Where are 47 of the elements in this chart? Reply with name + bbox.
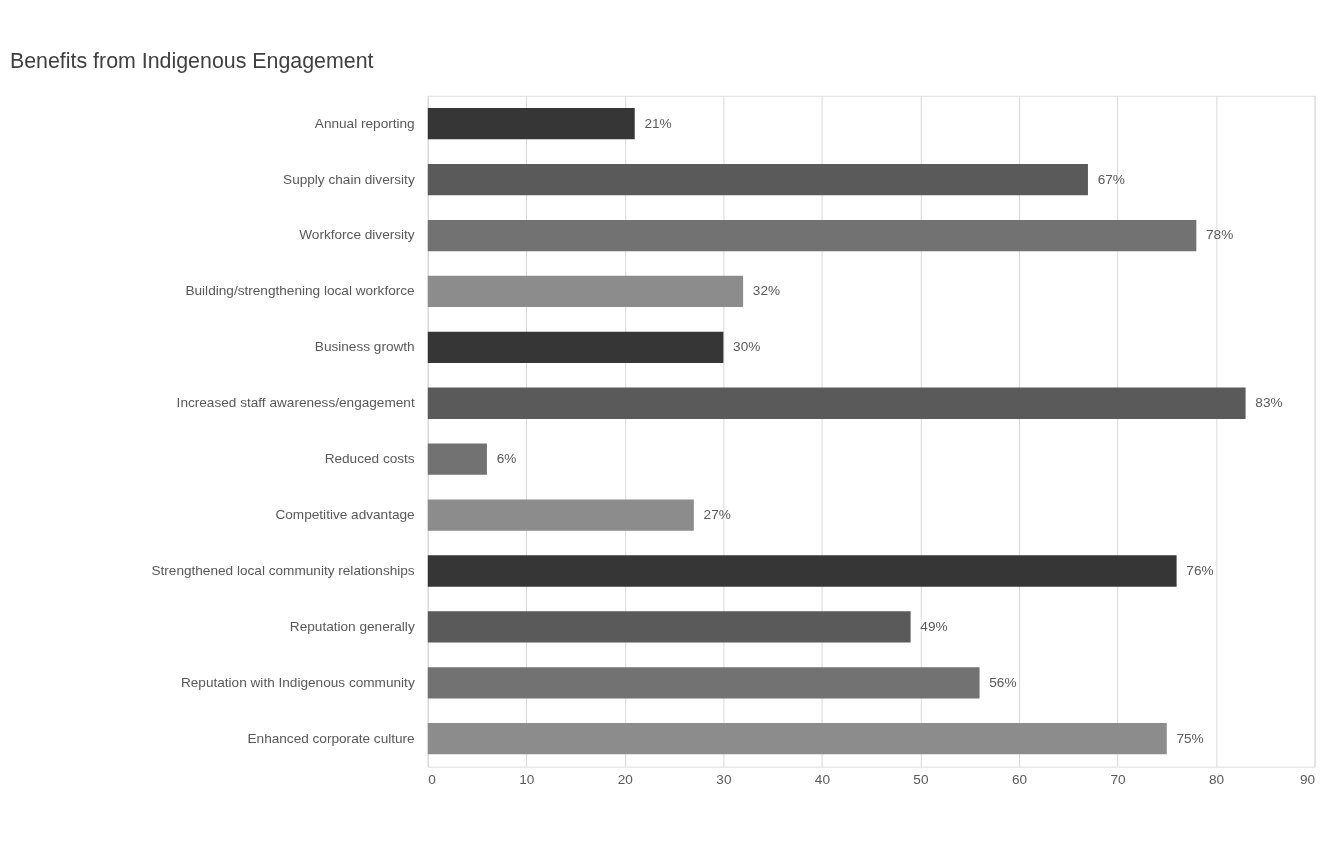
bar <box>427 667 980 699</box>
y-tick-label: Workforce diversity <box>299 227 415 243</box>
y-tick-label: Supply chain diversity <box>283 171 415 187</box>
data-label: 78% <box>1206 227 1234 243</box>
x-tick-label: 10 <box>519 771 535 787</box>
data-label: 83% <box>1255 395 1283 411</box>
y-tick-label: Reputation generally <box>289 618 415 634</box>
bar <box>427 219 1197 252</box>
bar <box>427 555 1177 587</box>
data-label: 67% <box>1097 171 1125 187</box>
y-tick-label: Business growth <box>314 339 415 355</box>
bar <box>427 387 1246 419</box>
bar <box>427 499 694 531</box>
bar <box>427 275 744 308</box>
data-label: 6% <box>496 451 517 467</box>
data-label: 75% <box>1176 730 1204 746</box>
x-tick-label: 0 <box>428 771 437 787</box>
x-tick-label: 50 <box>913 771 929 787</box>
y-tick-label: Increased staff awareness/engagement <box>176 395 415 411</box>
x-tick-label: 60 <box>1011 771 1028 787</box>
bar <box>427 108 635 140</box>
x-tick-label: 40 <box>814 771 831 787</box>
y-tick-label: Reduced costs <box>324 451 415 467</box>
x-tick-label: 80 <box>1208 771 1225 787</box>
bar <box>427 443 487 475</box>
y-tick-label: Annual reporting <box>314 115 415 131</box>
data-label: 21% <box>644 115 672 131</box>
text: Benefits from Indigenous Engagement <box>9 48 374 73</box>
data-label: 76% <box>1186 562 1214 578</box>
data-label: 49% <box>920 618 948 634</box>
x-tick-label: 20 <box>617 771 634 787</box>
y-tick-label: Enhanced corporate culture <box>247 730 415 746</box>
bar <box>427 611 911 643</box>
bar <box>427 331 724 363</box>
data-label: 32% <box>752 283 781 299</box>
bar <box>427 163 1088 196</box>
x-tick-label: 30 <box>716 771 732 787</box>
y-tick-label: Competitive advantage <box>275 506 415 522</box>
data-label: 30% <box>733 339 761 355</box>
y-tick-label: Strengthened local community relationships <box>151 562 415 578</box>
x-tick-label: 70 <box>1110 771 1126 787</box>
y-tick-label: Building/strengthening local workforce <box>185 283 415 299</box>
data-label: 56% <box>989 674 1017 690</box>
data-label: 27% <box>703 506 731 522</box>
y-tick-label: Reputation with Indigenous community <box>180 674 415 690</box>
x-tick-label: 90 <box>1299 771 1316 787</box>
bar <box>427 723 1167 755</box>
